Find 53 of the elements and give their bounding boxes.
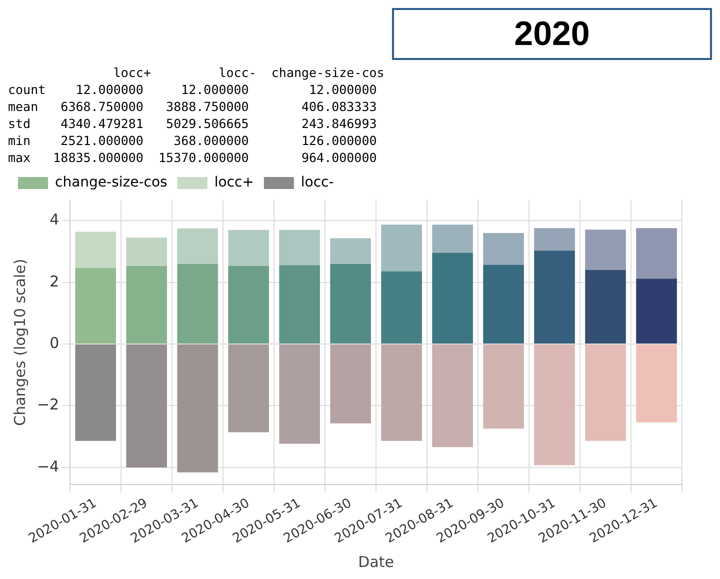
text: mean 6368.750000 3888.750000 406.083333 (8, 98, 378, 115)
bar (228, 344, 269, 432)
bar (381, 224, 422, 272)
y-tick-label: 4 (50, 210, 60, 229)
bar (177, 264, 218, 344)
bar (534, 344, 575, 466)
bar (228, 230, 269, 266)
text: min 2521.000000 368.000000 126.000000 (8, 132, 378, 149)
bar (381, 271, 422, 344)
bar (534, 250, 575, 344)
bar (279, 230, 320, 266)
y-axis-title: Changes (log10 scale) (10, 258, 29, 426)
bar (585, 270, 626, 344)
y-tick-label: −2 (36, 396, 60, 414)
text: std 4340.479281 5029.506665 243.846993 (8, 115, 378, 132)
bar (381, 344, 422, 441)
text: locc+ locc- change-size-cos (112, 64, 386, 81)
bar (330, 344, 371, 424)
legend-label: change-size-cos (55, 174, 168, 191)
bar (483, 344, 524, 429)
bar (432, 224, 473, 253)
bar (585, 230, 626, 270)
bar (432, 344, 473, 448)
legend-label: locc- (300, 174, 334, 191)
bar (330, 264, 371, 344)
y-tick-label: 2 (50, 272, 60, 290)
legend-label: locc+ (214, 174, 254, 191)
bar (534, 228, 575, 251)
chart-title: 2020 (392, 8, 712, 60)
bar (330, 238, 371, 264)
bar (636, 344, 677, 422)
y-tick-label: 0 (50, 334, 60, 352)
bar (126, 238, 167, 266)
bar (75, 232, 116, 268)
bar (432, 252, 473, 344)
bar (585, 344, 626, 441)
bar (228, 266, 269, 344)
bar (177, 228, 218, 264)
bar (177, 344, 218, 472)
bar (126, 344, 167, 468)
text: max 18835.000000 15370.000000 964.000000 (8, 149, 378, 166)
y-tick-label: −4 (36, 457, 60, 476)
bar (126, 266, 167, 344)
bar (483, 233, 524, 265)
bar (636, 278, 677, 344)
bar (75, 344, 116, 441)
bar (279, 344, 320, 444)
x-axis-title: Date (358, 552, 394, 571)
bar (279, 265, 320, 344)
text: count 12.000000 12.000000 12.000000 (8, 81, 378, 98)
bar (75, 268, 116, 344)
bar (636, 228, 677, 279)
bar (483, 264, 524, 344)
